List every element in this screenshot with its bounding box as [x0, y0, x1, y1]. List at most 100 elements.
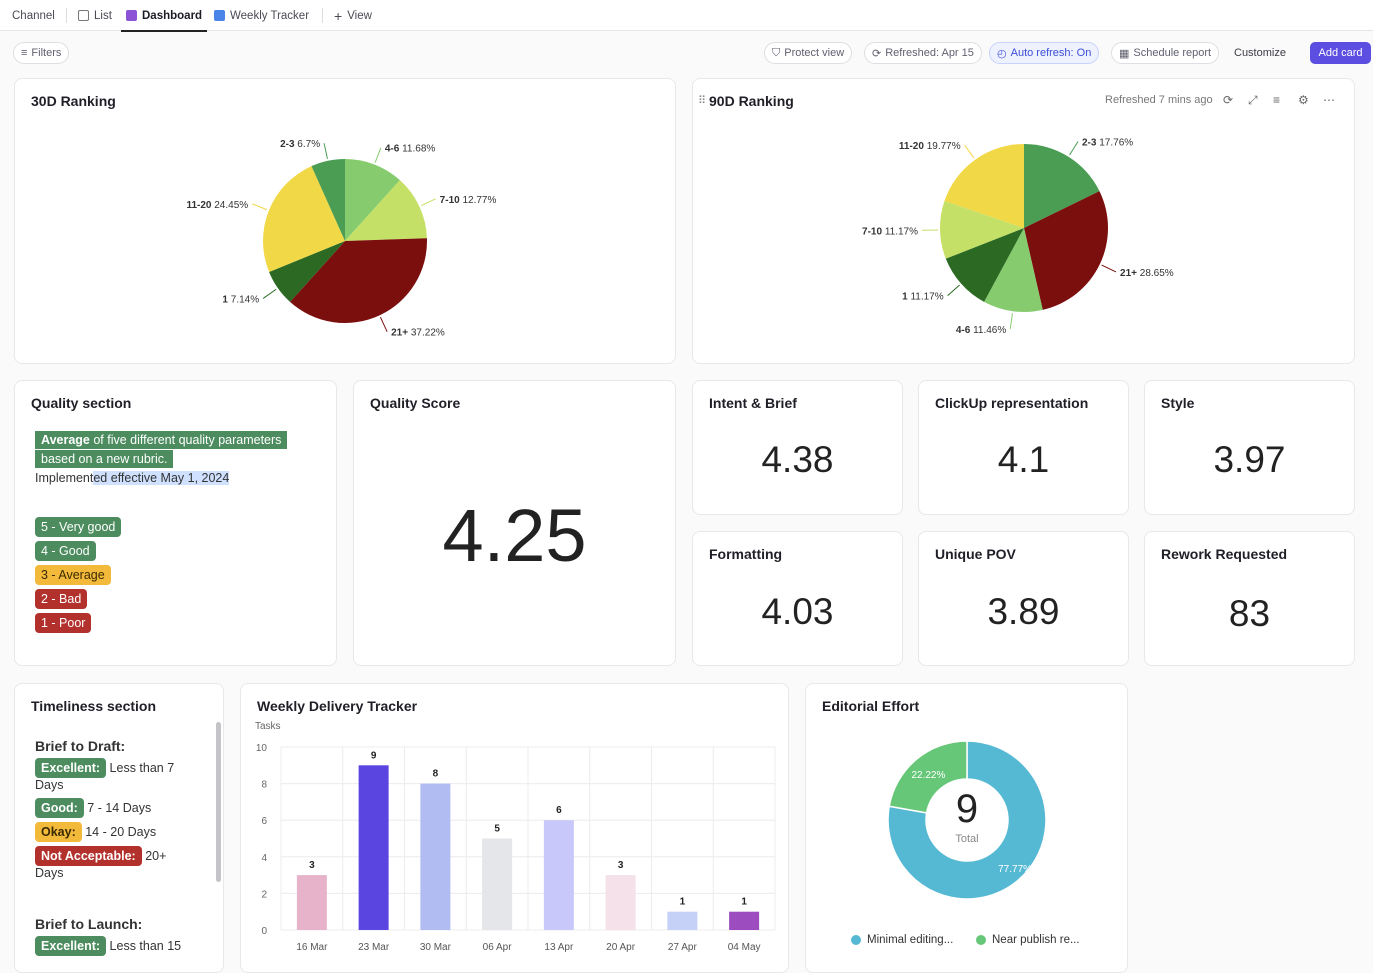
y-tick-label: 2	[261, 889, 267, 900]
legend-label: Near publish re...	[992, 934, 1080, 946]
tab-dashboard[interactable]: Dashboard	[121, 0, 207, 31]
card-title: Style	[1161, 395, 1194, 411]
metric-value: 4.1	[919, 439, 1128, 481]
pie30-label-4-6: 4-6 11.68%	[385, 144, 436, 155]
pie30-label-21+: 21+ 37.22%	[391, 328, 445, 339]
level-2-pill: 2 - Bad	[35, 589, 87, 609]
pie30-label-1: 1 7.14%	[222, 294, 259, 305]
card-editorial-effort: Editorial Effort 77.77%22.22% 9 Total Mi…	[805, 683, 1128, 973]
donut-pct-label: 22.22%	[911, 770, 945, 781]
pie30-leader-line	[324, 143, 327, 159]
pie30-label-2-3: 2-3 6.7%	[280, 139, 320, 150]
tab-weekly-tracker[interactable]: Weekly Tracker	[214, 0, 309, 31]
card-title: Quality Score	[370, 395, 460, 411]
metric-value: 4.38	[693, 439, 902, 481]
metric-value: 3.89	[919, 591, 1128, 633]
bar-04-May[interactable]	[729, 912, 759, 930]
dashboard-icon	[126, 10, 137, 21]
add-card-button[interactable]: Add card	[1310, 42, 1371, 64]
pie90-label-2-3: 2-3 17.76%	[1082, 137, 1133, 148]
legend-item-minimal-editing[interactable]: Minimal editing...	[851, 934, 953, 946]
bar-value-label: 3	[618, 860, 624, 871]
bar-value-label: 6	[556, 805, 562, 816]
clock-icon: ◴	[997, 47, 1007, 60]
y-tick-label: 10	[256, 743, 268, 754]
x-tick-label: 20 Apr	[606, 942, 636, 953]
x-tick-label: 06 Apr	[483, 942, 513, 953]
tab-separator	[66, 8, 67, 23]
filter-icon: ≡	[21, 47, 27, 59]
view-tabs-bar: Channel List Dashboard Weekly Tracker + …	[0, 0, 1373, 31]
pie90-leader-line	[965, 145, 974, 158]
refresh-icon: ⟳	[872, 47, 881, 60]
legend-item-near-publish[interactable]: Near publish re...	[976, 934, 1080, 946]
selected-text: ed effective May 1, 2024	[93, 471, 229, 485]
metric-value: 3.97	[1145, 439, 1354, 481]
pie90-leader-line	[1010, 313, 1012, 329]
level-1-pill: 1 - Poor	[35, 613, 91, 633]
implemented-text: Implement	[35, 471, 93, 485]
card-clickup-representation: ClickUp representation 4.1	[918, 380, 1129, 515]
card-style: Style 3.97	[1144, 380, 1355, 515]
x-tick-label: 30 Mar	[420, 942, 452, 953]
card-30d-ranking: 30D Ranking 4-6 11.68%7-10 12.77%21+ 37.…	[14, 78, 676, 364]
legend-swatch	[851, 935, 861, 945]
card-title: Unique POV	[935, 546, 1016, 562]
donut-total-value: 9	[917, 787, 1017, 832]
excellent-text: Less than 15	[110, 939, 182, 953]
pie30-leader-line	[375, 148, 381, 163]
card-formatting: Formatting 4.03	[692, 531, 903, 666]
not-acceptable-pill: Not Acceptable:	[35, 846, 142, 866]
pie30-label-11-20: 11-20 24.45%	[186, 200, 248, 211]
pie90-label-11-20: 11-20 19.77%	[899, 141, 961, 152]
good-text: 7 - 14 Days	[87, 801, 151, 815]
bar-value-label: 8	[433, 769, 439, 780]
pie30-leader-line	[252, 204, 267, 210]
not-acceptable-text: 20+	[145, 849, 166, 863]
bar-30-Mar[interactable]	[420, 784, 450, 930]
pie30-leader-line	[421, 199, 436, 206]
bar-value-label: 5	[494, 824, 500, 835]
card-title: Timeliness section	[31, 698, 156, 714]
pie90-leader-line	[1070, 141, 1078, 155]
card-title: Formatting	[709, 546, 782, 562]
bar-23-Mar[interactable]	[359, 765, 389, 930]
bar-20-Apr[interactable]	[606, 875, 636, 930]
tab-channel[interactable]: Channel	[12, 0, 55, 31]
card-title: Intent & Brief	[709, 395, 797, 411]
schedule-report-button[interactable]: ▦ Schedule report	[1111, 42, 1219, 64]
card-rework-requested: Rework Requested 83	[1144, 531, 1355, 666]
card-unique-pov: Unique POV 3.89	[918, 531, 1129, 666]
bar-27-Apr[interactable]	[667, 912, 697, 930]
tab-list[interactable]: List	[78, 0, 112, 31]
description-text: of five different quality parameters	[90, 433, 282, 447]
metric-value: 4.03	[693, 591, 902, 633]
scrollbar[interactable]	[216, 722, 221, 882]
bar-16-Mar[interactable]	[297, 875, 327, 930]
okay-text: 14 - 20 Days	[85, 825, 156, 839]
filters-button[interactable]: ≡ Filters	[13, 42, 69, 64]
list-icon	[78, 10, 89, 21]
protect-view-button[interactable]: ⛉ Protect view	[764, 42, 852, 64]
pie90-label-1: 1 11.17%	[902, 292, 944, 303]
pie30-leader-line	[380, 317, 387, 332]
bar-value-label: 1	[741, 897, 747, 908]
pie-chart-30d: 4-6 11.68%7-10 12.77%21+ 37.22%1 7.14%11…	[15, 79, 676, 364]
card-title: ClickUp representation	[935, 395, 1088, 411]
level-4-pill: 4 - Good	[35, 541, 96, 561]
description-text: based on a new rubric.	[35, 450, 173, 468]
excellent-pill: Excellent:	[35, 936, 106, 956]
pie90-leader-line	[1102, 265, 1116, 272]
add-view-button[interactable]: + View	[334, 0, 372, 31]
bar-13-Apr[interactable]	[544, 820, 574, 930]
bar-value-label: 3	[309, 860, 315, 871]
bar-value-label: 1	[680, 897, 686, 908]
average-bold-text: Average	[41, 433, 90, 447]
customize-button[interactable]: Customize	[1234, 42, 1286, 64]
auto-refresh-button[interactable]: ◴ Auto refresh: On	[989, 42, 1099, 64]
pie90-label-4-6: 4-6 11.46%	[956, 325, 1007, 336]
refreshed-button[interactable]: ⟳ Refreshed: Apr 15	[864, 42, 982, 64]
bar-06-Apr[interactable]	[482, 839, 512, 931]
doc-icon	[214, 10, 225, 21]
y-tick-label: 6	[261, 816, 267, 827]
